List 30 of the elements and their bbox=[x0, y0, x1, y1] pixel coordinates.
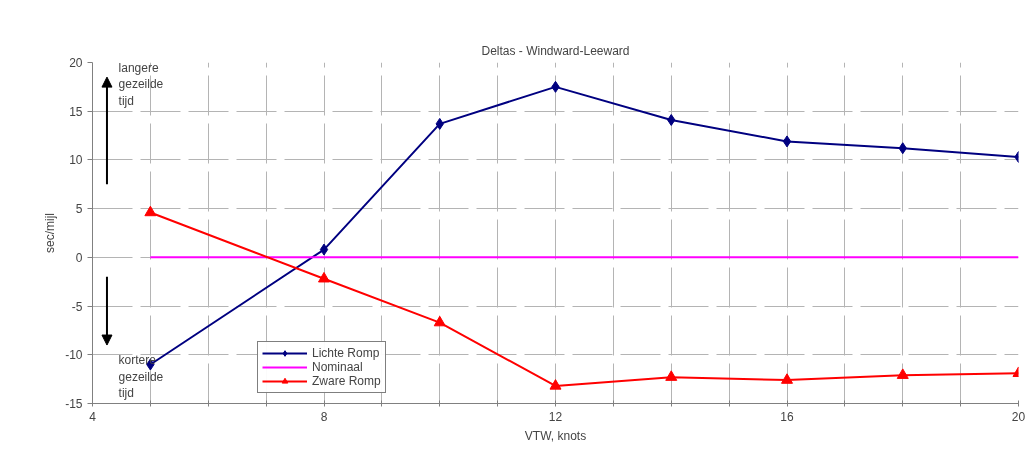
point bbox=[144, 205, 157, 217]
y-tick-label: 15 bbox=[69, 104, 83, 119]
x-tick-label: 4 bbox=[89, 409, 97, 424]
chart-title: Deltas - Windward-Leeward bbox=[481, 43, 630, 58]
y-tick-label: -15 bbox=[65, 397, 83, 411]
y-tick-label: 5 bbox=[75, 202, 83, 217]
y-tick-label: 10 bbox=[69, 153, 83, 168]
x-axis-title: VTW, knots bbox=[524, 428, 587, 443]
x-tick-label: 20 bbox=[1011, 409, 1026, 424]
point bbox=[433, 315, 446, 327]
annotation: kortere gezeilde tijd bbox=[118, 352, 164, 401]
y-axis-title: sec/mijl bbox=[43, 212, 58, 253]
point bbox=[318, 271, 330, 283]
y-tick-label: -5 bbox=[71, 299, 83, 314]
x-tick-label: 12 bbox=[548, 409, 563, 424]
annotation: langere gezeilde tijd bbox=[118, 60, 164, 109]
point bbox=[781, 373, 793, 384]
y-tick-label: 0 bbox=[75, 250, 83, 265]
x-tick-label: 8 bbox=[320, 409, 328, 424]
point bbox=[549, 379, 562, 390]
point bbox=[665, 370, 678, 381]
legend-label: Lichte Romp bbox=[312, 346, 380, 360]
y-tick-label: -10 bbox=[65, 348, 83, 363]
x-tick-label: 16 bbox=[780, 409, 794, 424]
y-tick-label: 20 bbox=[69, 56, 83, 70]
point bbox=[319, 243, 329, 256]
point bbox=[782, 135, 792, 148]
legend-label: Zware Romp bbox=[312, 374, 381, 388]
legend-label: Nominaal bbox=[312, 360, 363, 374]
point bbox=[896, 368, 909, 379]
